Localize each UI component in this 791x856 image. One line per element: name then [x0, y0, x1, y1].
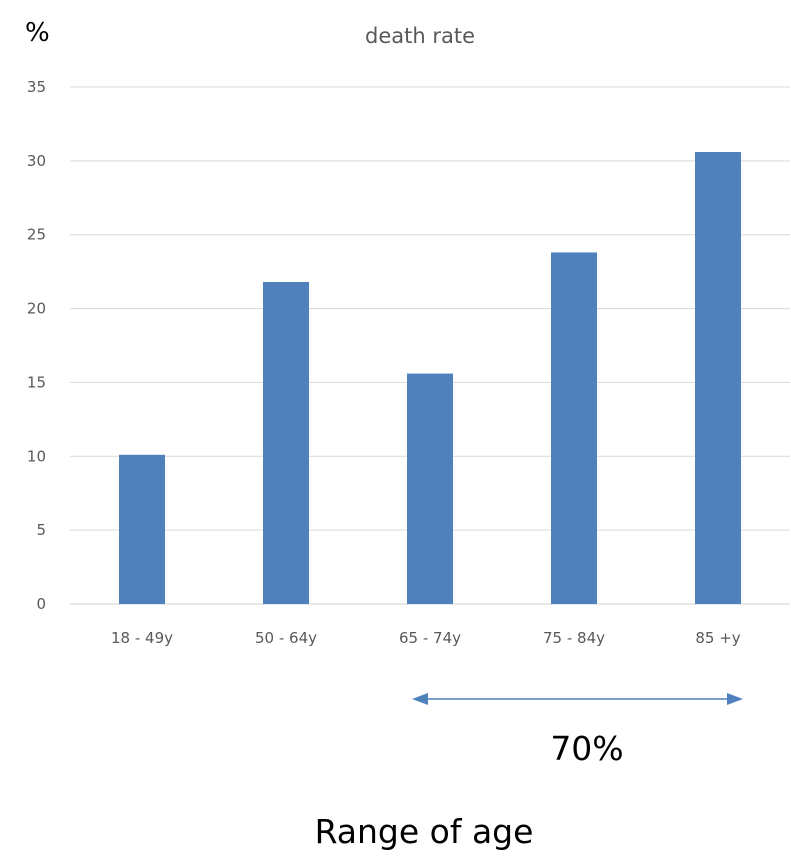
y-tick-label: 5 — [36, 521, 46, 539]
range-annotation — [412, 693, 743, 705]
x-tick-label: 65 - 74y — [399, 629, 461, 647]
bar — [551, 252, 597, 604]
x-axis-ticks: 18 - 49y 50 - 64y 65 - 74y 75 - 84y 85 +y — [111, 629, 741, 647]
bar — [119, 454, 165, 604]
y-tick-label: 0 — [36, 595, 46, 613]
y-tick-label: 10 — [27, 447, 46, 465]
bars — [119, 151, 741, 604]
y-tick-label: 30 — [27, 152, 46, 170]
bar — [695, 151, 741, 604]
x-tick-label: 75 - 84y — [543, 629, 605, 647]
y-tick-label: 35 — [27, 78, 46, 96]
x-tick-label: 50 - 64y — [255, 629, 317, 647]
y-axis-ticks: 0 5 10 15 20 25 30 35 — [27, 78, 46, 613]
y-tick-label: 20 — [27, 300, 46, 318]
arrow-head-right — [727, 693, 743, 705]
x-tick-label: 18 - 49y — [111, 629, 173, 647]
bar — [407, 373, 453, 604]
x-axis-label: Range of age — [315, 812, 534, 851]
y-tick-label: 25 — [27, 226, 46, 244]
y-axis-label: % — [25, 18, 50, 48]
x-tick-label: 85 +y — [695, 629, 740, 647]
chart-title: death rate — [365, 24, 475, 48]
annotation-label: 70% — [550, 729, 623, 768]
bar — [263, 281, 309, 604]
y-tick-label: 15 — [27, 373, 46, 391]
arrow-head-left — [412, 693, 428, 705]
